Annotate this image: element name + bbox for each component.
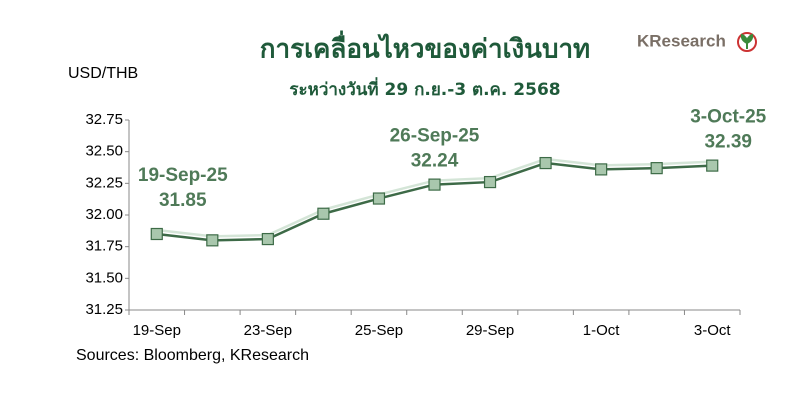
y-tick-label: 31.25 <box>85 301 123 318</box>
annotation-date: 26-Sep-25 <box>390 126 480 147</box>
logo-text: KResearch <box>637 31 726 50</box>
marker <box>650 162 663 175</box>
annotation-date: 3-Oct-25 <box>690 107 766 128</box>
x-tick-label: 3-Oct <box>694 322 732 339</box>
y-tick-label: 32.00 <box>85 206 123 223</box>
marker <box>595 163 608 176</box>
y-tick-label: 31.75 <box>85 238 123 255</box>
x-tick-label: 23-Sep <box>244 322 292 339</box>
marker <box>261 232 274 246</box>
marker <box>483 175 497 189</box>
y-axis-label: USD/THB <box>68 65 138 82</box>
marker <box>706 159 719 172</box>
annotation-value: 32.39 <box>704 132 752 153</box>
line <box>156 161 713 242</box>
x-tick-label: 29-Sep <box>466 322 514 339</box>
y-tick-label: 32.25 <box>85 174 123 191</box>
x-tick-label: 25-Sep <box>355 322 403 339</box>
marker <box>372 192 386 205</box>
y-tick-label: 32.75 <box>85 111 123 128</box>
y-tick-label: 31.50 <box>85 269 123 286</box>
annotation-value: 32.24 <box>411 151 459 172</box>
marker <box>428 178 441 191</box>
y-tick-label: 32.50 <box>85 143 123 160</box>
chart-title: การเคลื่อนไหวของค่าเงินบาท <box>260 30 590 65</box>
chart-subtitle: ระหว่างวันที่ 29 ก.ย.-3 ต.ค. 2568 <box>289 77 560 100</box>
marker <box>539 156 552 170</box>
marker <box>206 234 219 247</box>
source-note: Sources: Bloomberg, KResearch <box>76 347 309 364</box>
logo-icon <box>737 32 757 52</box>
x-tick-label: 1-Oct <box>583 322 621 339</box>
marker <box>150 227 163 241</box>
annotation-value: 31.85 <box>159 190 207 211</box>
x-tick-label: 19-Sep <box>133 322 181 339</box>
marker <box>317 207 330 220</box>
annotation-date: 19-Sep-25 <box>138 165 228 186</box>
